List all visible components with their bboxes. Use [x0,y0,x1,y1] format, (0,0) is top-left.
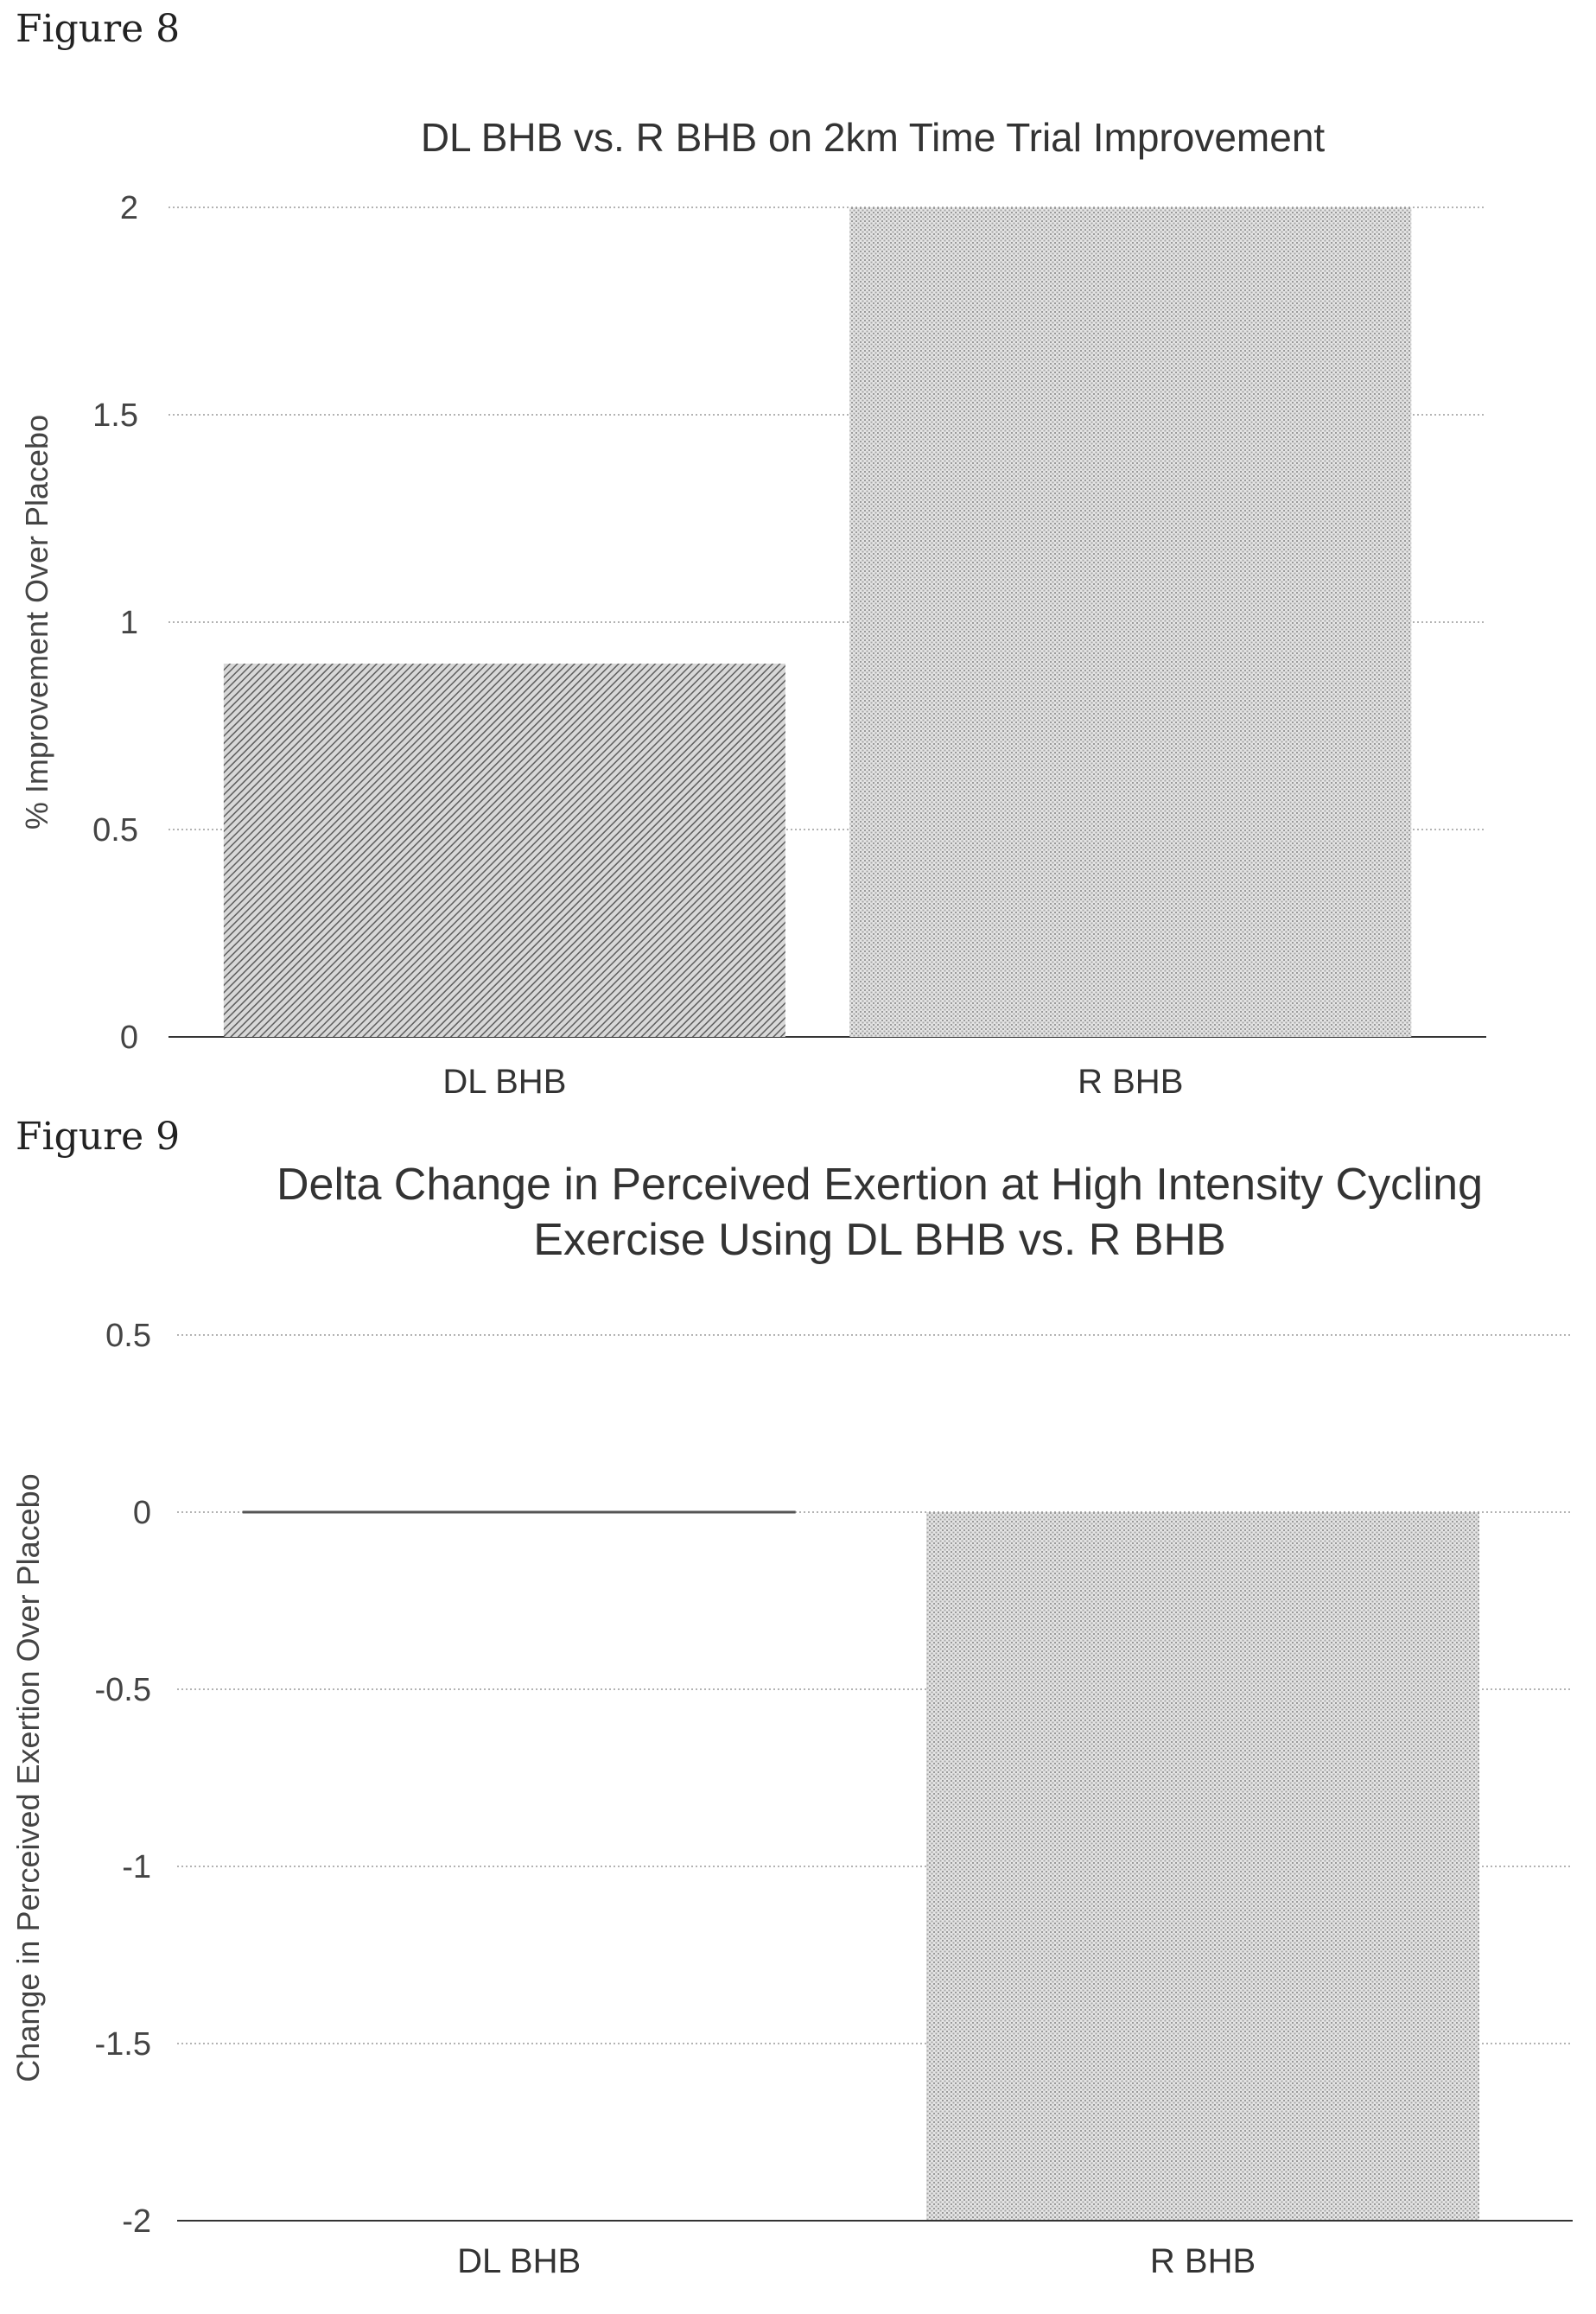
bar-r-bhb [926,1512,1480,2221]
chart-title-line: Exercise Using DL BHB vs. R BHB [533,1215,1225,1265]
y-tick-label: -1.5 [95,2026,151,2063]
bar-dl-bhb [223,664,785,1037]
y-tick-label: 1.5 [92,397,138,434]
chart-title: DL BHB vs. R BHB on 2km Time Trial Impro… [421,115,1326,160]
x-category-label: DL BHB [457,2242,581,2280]
chart-title-line: Delta Change in Perceived Exertion at Hi… [277,1160,1483,1210]
y-tick-label: -2 [122,2203,151,2240]
y-tick-label: -1 [122,1849,151,1885]
figure-8-chart: DL BHB vs. R BHB on 2km Time Trial Impro… [19,115,1486,1101]
y-axis-title: % Improvement Over Placebo [19,415,54,830]
y-tick-label: 0.5 [105,1318,151,1354]
x-category-label: R BHB [1150,2242,1256,2280]
y-tick-label: -0.5 [95,1672,151,1708]
x-category-label: R BHB [1078,1063,1183,1101]
y-axis-title: Change in Perceived Exertion Over Placeb… [10,1473,46,2082]
y-tick-label: 0 [120,1020,138,1056]
y-tick-label: 2 [120,190,138,226]
y-tick-label: 0.5 [92,812,138,849]
figure-8-label: Figure 8 [16,7,181,51]
bar-r-bhb [849,207,1412,1037]
figure-9-label: Figure 9 [16,1115,181,1159]
figure-9-chart: Delta Change in Perceived Exertion at Hi… [10,1160,1573,2280]
x-category-label: DL BHB [442,1063,566,1101]
chart-title-line: DL BHB vs. R BHB on 2km Time Trial Impro… [421,115,1326,160]
y-tick-label: 0 [133,1495,151,1531]
y-tick-label: 1 [120,605,138,641]
chart-title: Delta Change in Perceived Exertion at Hi… [277,1160,1483,1265]
